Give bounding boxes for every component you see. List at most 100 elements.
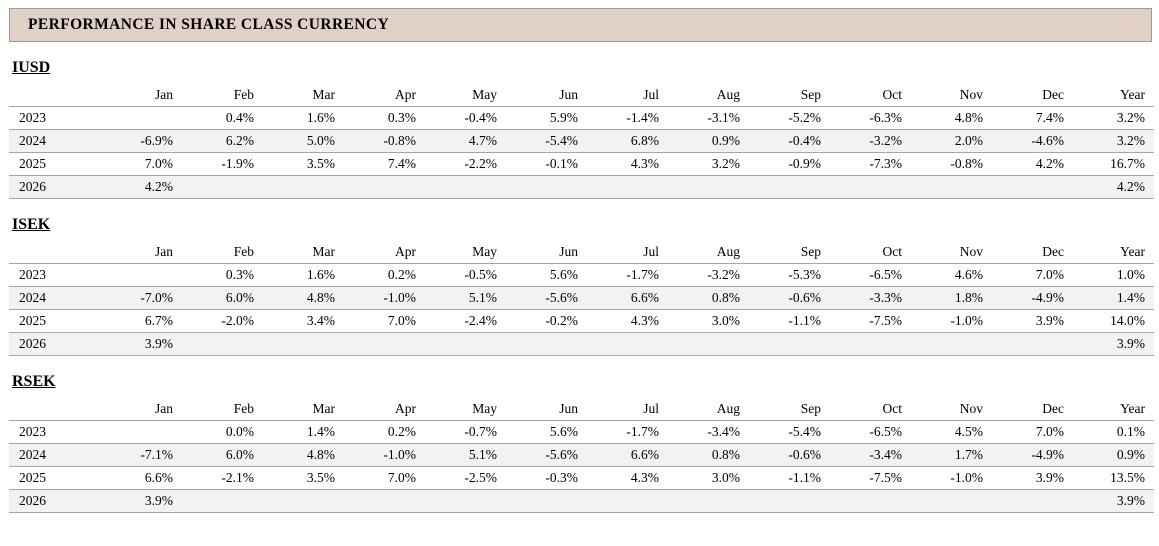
cell-value: -4.9% [992, 443, 1073, 467]
cell-value: -1.0% [911, 309, 992, 333]
column-header: Oct [830, 243, 911, 264]
cell-value [263, 489, 344, 513]
page-title: PERFORMANCE IN SHARE CLASS CURRENCY [28, 16, 390, 33]
table-row: 2025 6.7% -2.0% 3.4% 7.0% -2.4% -0.2% 4.3% 3.0% -… [9, 309, 1154, 333]
cell-value: 1.4% [1073, 286, 1154, 310]
cell-value: 1.0% [1073, 263, 1154, 287]
cell-value [992, 332, 1073, 356]
column-header: Feb [182, 243, 263, 264]
cell-value [992, 489, 1073, 513]
cell-value: 4.3% [587, 466, 668, 490]
cell-value: 7.4% [344, 152, 425, 176]
cell-value [668, 175, 749, 199]
cell-value [668, 489, 749, 513]
column-header: May [425, 243, 506, 264]
column-header: Mar [263, 400, 344, 421]
cell-value: -0.2% [506, 309, 587, 333]
row-year-label: 2025 [9, 152, 101, 176]
cell-value: 4.8% [263, 443, 344, 467]
cell-value: 6.0% [182, 443, 263, 467]
cell-value: 3.9% [101, 332, 182, 356]
column-header: Oct [830, 400, 911, 421]
table-row: 2023 0.4% 1.6% 0.3% -0.4% 5.9% -1.4% -3.1% -5.2%… [9, 106, 1154, 130]
column-header: Apr [344, 86, 425, 107]
share-class-heading: ISEK [12, 216, 51, 233]
cell-value: -3.1% [668, 106, 749, 130]
cell-value: 3.5% [263, 152, 344, 176]
cell-value [263, 332, 344, 356]
cell-value: -1.9% [182, 152, 263, 176]
cell-value [263, 175, 344, 199]
column-header: Nov [911, 243, 992, 264]
cell-value: 3.9% [101, 489, 182, 513]
cell-value: 5.6% [506, 420, 587, 444]
cell-value: 3.0% [668, 466, 749, 490]
cell-value: 3.2% [668, 152, 749, 176]
column-header: Year [1073, 86, 1154, 107]
column-header-row: Jan Feb Mar Apr May Jun Jul Aug Sep Oct Nov Dec Year [9, 243, 1154, 264]
column-header: Jul [587, 400, 668, 421]
row-label-header [9, 86, 101, 107]
cell-value: -6.3% [830, 106, 911, 130]
cell-value: 2.0% [911, 129, 992, 153]
table-row: 2026 4.2% 4.2% [9, 175, 1154, 199]
column-header: Jul [587, 86, 668, 107]
row-year-label: 2024 [9, 443, 101, 467]
column-header: Nov [911, 400, 992, 421]
cell-value: 6.6% [587, 443, 668, 467]
column-header: Jun [506, 243, 587, 264]
cell-value: 1.6% [263, 106, 344, 130]
column-header: Feb [182, 400, 263, 421]
column-header: Mar [263, 243, 344, 264]
cell-value: 4.2% [1073, 175, 1154, 199]
row-label-header [9, 400, 101, 421]
column-header: Jan [101, 86, 182, 107]
cell-value: 3.5% [263, 466, 344, 490]
cell-value: 4.2% [992, 152, 1073, 176]
row-year-label: 2023 [9, 420, 101, 444]
cell-value: 1.6% [263, 263, 344, 287]
cell-value [830, 175, 911, 199]
cell-value: 1.8% [911, 286, 992, 310]
cell-value: -3.4% [830, 443, 911, 467]
cell-value: 0.9% [668, 129, 749, 153]
cell-value: -7.3% [830, 152, 911, 176]
column-header: Sep [749, 400, 830, 421]
row-year-label: 2025 [9, 309, 101, 333]
column-header: Sep [749, 243, 830, 264]
cell-value [182, 332, 263, 356]
cell-value: -1.0% [344, 286, 425, 310]
column-header: Apr [344, 400, 425, 421]
column-header: Aug [668, 243, 749, 264]
share-class-section: RSEK Jan Feb Mar Apr May Jun Jul Aug Sep Oct Nov Dec… [9, 371, 1154, 513]
row-year-label: 2023 [9, 263, 101, 287]
cell-value: 0.8% [668, 286, 749, 310]
table-row: 2024 -7.1% 6.0% 4.8% -1.0% 5.1% -5.6% 6.6% 0.8% -… [9, 443, 1154, 467]
share-class-heading: IUSD [12, 59, 51, 76]
cell-value: -1.7% [587, 263, 668, 287]
cell-value: 5.0% [263, 129, 344, 153]
table-row: 2025 7.0% -1.9% 3.5% 7.4% -2.2% -0.1% 4.3% 3.2% -… [9, 152, 1154, 176]
cell-value [344, 489, 425, 513]
column-header: Aug [668, 400, 749, 421]
cell-value: 5.1% [425, 286, 506, 310]
cell-value: 7.0% [992, 420, 1073, 444]
report-title-bar: PERFORMANCE IN SHARE CLASS CURRENCY [9, 8, 1152, 42]
table-row: 2025 6.6% -2.1% 3.5% 7.0% -2.5% -0.3% 4.3% 3.0% -… [9, 466, 1154, 490]
cell-value: -2.0% [182, 309, 263, 333]
cell-value: -0.4% [749, 129, 830, 153]
cell-value: -1.4% [587, 106, 668, 130]
cell-value [587, 175, 668, 199]
cell-value: 3.9% [992, 309, 1073, 333]
cell-value: 3.9% [1073, 332, 1154, 356]
cell-value: -1.1% [749, 466, 830, 490]
cell-value: 6.0% [182, 286, 263, 310]
cell-value: -0.4% [425, 106, 506, 130]
cell-value: -0.7% [425, 420, 506, 444]
cell-value: -0.6% [749, 286, 830, 310]
cell-value: -0.8% [344, 129, 425, 153]
cell-value: 0.2% [344, 420, 425, 444]
cell-value: 0.0% [182, 420, 263, 444]
cell-value [830, 332, 911, 356]
column-header: Sep [749, 86, 830, 107]
